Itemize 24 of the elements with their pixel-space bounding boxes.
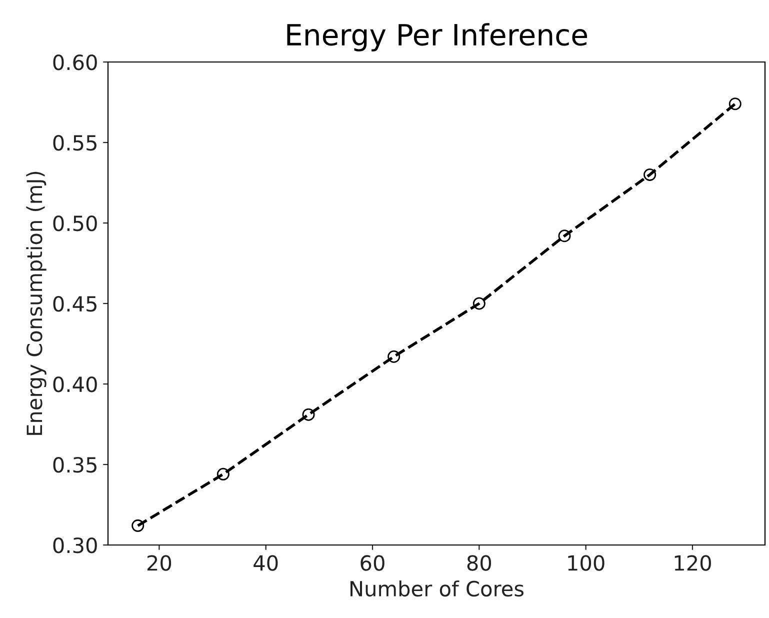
point: [388, 350, 400, 363]
y-tick-label: 0.35: [53, 456, 96, 473]
y-tick-label: 0.60: [53, 54, 97, 70]
y-tick-label: 0.45: [53, 296, 96, 312]
x-tick-label: 40: [254, 555, 278, 571]
x-tick-label: 80: [467, 555, 492, 571]
x-tick-label: 100: [568, 555, 604, 571]
y-axis-title: Energy Consumption (mJ): [26, 172, 46, 435]
point: [302, 408, 315, 421]
point: [558, 230, 571, 242]
y-tick-label: 0.50: [53, 215, 97, 232]
point: [472, 297, 486, 310]
x-tick-label: 120: [674, 555, 711, 571]
y-tick-label: 0.55: [53, 134, 96, 151]
x-tick-label: 60: [360, 555, 384, 571]
y-tick-label: 0.40: [53, 376, 97, 392]
x-axis-title: Number of Cores: [350, 580, 524, 597]
x-tick-label: 20: [147, 555, 172, 571]
point: [728, 98, 742, 110]
y-tick-label: 0.30: [53, 537, 97, 554]
point: [644, 168, 656, 181]
chart-title: Energy Per Inference: [287, 23, 588, 52]
point: [216, 468, 230, 480]
point: [132, 519, 144, 532]
